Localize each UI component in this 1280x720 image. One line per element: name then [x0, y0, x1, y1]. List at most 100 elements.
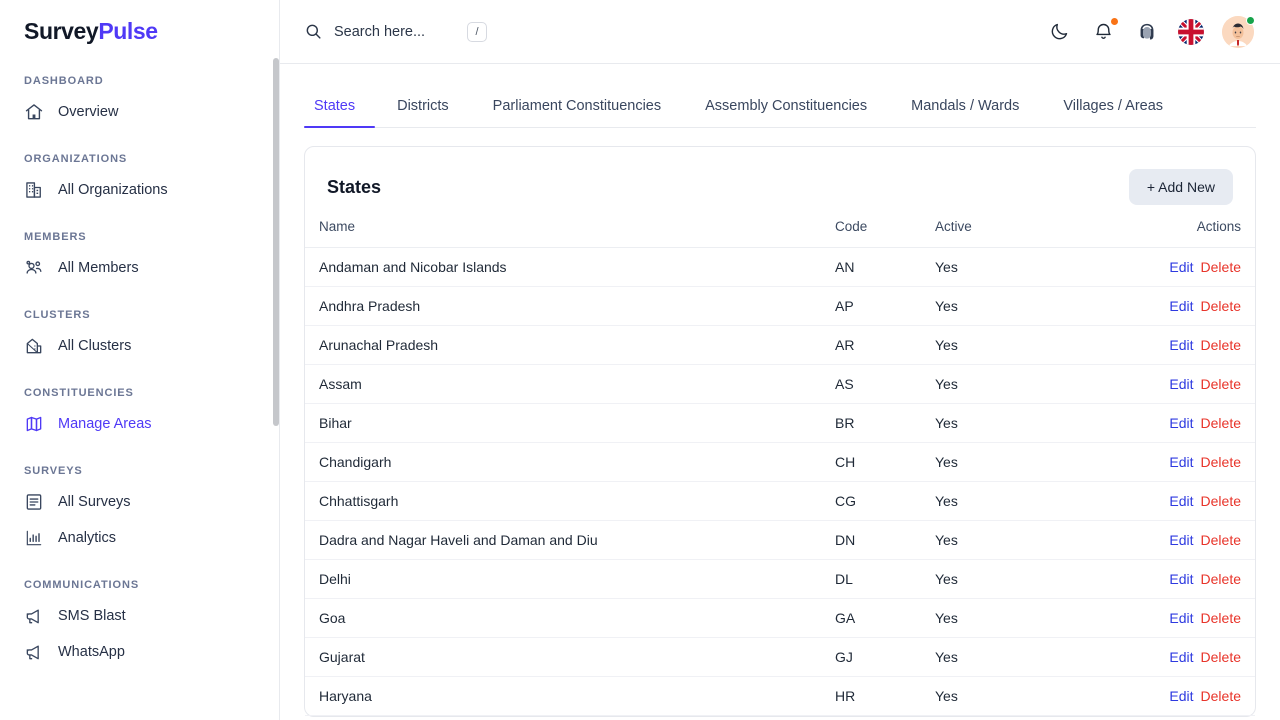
delete-link[interactable]: Delete: [1200, 493, 1241, 509]
table-row: Gujarat GJ Yes Edit Delete: [305, 637, 1255, 677]
cell-actions: Edit Delete: [1055, 637, 1255, 677]
sidebar-item-analytics[interactable]: Analytics: [0, 520, 279, 556]
delete-link[interactable]: Delete: [1200, 298, 1241, 314]
sidebar-item-all-organizations[interactable]: All Organizations: [0, 172, 279, 208]
tab-parliament-constituencies[interactable]: Parliament Constituencies: [471, 98, 683, 127]
cell-code: GJ: [835, 637, 935, 677]
sidebar-item-all-surveys[interactable]: All Surveys: [0, 484, 279, 520]
map-icon: [24, 414, 44, 434]
table-row: Chhattisgarh CG Yes Edit Delete: [305, 481, 1255, 521]
user-avatar[interactable]: [1222, 15, 1255, 48]
cell-code: AS: [835, 364, 935, 404]
edit-link[interactable]: Edit: [1169, 688, 1194, 704]
tab-assembly-constituencies[interactable]: Assembly Constituencies: [683, 98, 889, 127]
table-header: Name Code Active Actions: [305, 219, 1255, 248]
delete-link[interactable]: Delete: [1200, 649, 1241, 665]
cell-code: DN: [835, 520, 935, 560]
sidebar-item-label: SMS Blast: [58, 608, 126, 624]
sidebar-nav: DASHBOARD Overview ORGANIZATIONS All Org…: [0, 46, 279, 670]
edit-link[interactable]: Edit: [1169, 298, 1194, 314]
area-tabs: States Districts Parliament Constituenci…: [304, 64, 1256, 128]
survey-list-icon: [24, 492, 44, 512]
delete-link[interactable]: Delete: [1200, 376, 1241, 392]
cell-active: Yes: [935, 325, 1055, 365]
delete-link[interactable]: Delete: [1200, 415, 1241, 431]
cell-actions: Edit Delete: [1055, 286, 1255, 326]
delete-link[interactable]: Delete: [1200, 571, 1241, 587]
cell-name: Bihar: [305, 403, 835, 443]
cell-code: AP: [835, 286, 935, 326]
sidebar-item-sms-blast[interactable]: SMS Blast: [0, 598, 279, 634]
sidebar-item-label: Manage Areas: [58, 416, 152, 432]
sidebar-item-label: All Surveys: [58, 494, 131, 510]
edit-link[interactable]: Edit: [1169, 415, 1194, 431]
edit-link[interactable]: Edit: [1169, 532, 1194, 548]
table-row: Haryana HR Yes Edit Delete: [305, 676, 1255, 716]
tab-states[interactable]: States: [304, 98, 376, 128]
cell-actions: Edit Delete: [1055, 598, 1255, 638]
delete-link[interactable]: Delete: [1200, 259, 1241, 275]
states-card: States + Add New Name Code Active Action…: [304, 146, 1256, 717]
language-flag-uk-icon[interactable]: [1178, 18, 1204, 45]
card-header: States + Add New: [305, 147, 1255, 219]
column-header-actions: Actions: [1055, 219, 1255, 248]
edit-link[interactable]: Edit: [1169, 649, 1194, 665]
sidebar-section-surveys: SURVEYS: [24, 465, 83, 477]
delete-link[interactable]: Delete: [1200, 688, 1241, 704]
sidebar-item-whatsapp[interactable]: WhatsApp: [0, 634, 279, 670]
tab-label: Districts: [397, 98, 449, 114]
top-bar: /: [280, 0, 1280, 64]
cell-code: GA: [835, 598, 935, 638]
tab-districts[interactable]: Districts: [375, 98, 471, 127]
cell-actions: Edit Delete: [1055, 676, 1255, 716]
sidebar-item-all-clusters[interactable]: All Clusters: [0, 328, 279, 364]
sidebar-item-all-members[interactable]: All Members: [0, 250, 279, 286]
cell-name: Gujarat: [305, 637, 835, 677]
edit-link[interactable]: Edit: [1169, 610, 1194, 626]
notifications-bell-icon[interactable]: [1090, 16, 1119, 45]
sidebar-section-organizations: ORGANIZATIONS: [24, 153, 128, 165]
cell-active: Yes: [935, 559, 1055, 599]
search-input[interactable]: [334, 23, 454, 40]
cell-code: AN: [835, 247, 935, 287]
cell-name: Andhra Pradesh: [305, 286, 835, 326]
edit-link[interactable]: Edit: [1169, 376, 1194, 392]
tab-villages-areas[interactable]: Villages / Areas: [1041, 98, 1185, 127]
support-headset-icon[interactable]: [1134, 19, 1160, 45]
cell-actions: Edit Delete: [1055, 364, 1255, 404]
table-row: Andhra Pradesh AP Yes Edit Delete: [305, 286, 1255, 326]
sidebar-section-constituencies: CONSTITUENCIES: [24, 387, 134, 399]
edit-link[interactable]: Edit: [1169, 571, 1194, 587]
search-shortcut-key: /: [467, 21, 487, 42]
cell-code: HR: [835, 676, 935, 716]
table-row: Assam AS Yes Edit Delete: [305, 364, 1255, 404]
table-body: Andaman and Nicobar Islands AN Yes Edit Dele…: [305, 247, 1255, 716]
global-search[interactable]: /: [304, 21, 1046, 42]
sidebar-scrollbar[interactable]: [273, 58, 279, 426]
delete-link[interactable]: Delete: [1200, 610, 1241, 626]
delete-link[interactable]: Delete: [1200, 532, 1241, 548]
dark-mode-moon-icon[interactable]: [1046, 19, 1072, 45]
tab-label: Assembly Constituencies: [705, 98, 868, 114]
cell-name: Assam: [305, 364, 835, 404]
sidebar-item-label: WhatsApp: [58, 644, 125, 660]
edit-link[interactable]: Edit: [1169, 454, 1194, 470]
add-new-button[interactable]: + Add New: [1128, 169, 1233, 205]
cell-actions: Edit Delete: [1055, 481, 1255, 521]
cell-name: Chandigarh: [305, 442, 835, 482]
cell-name: Chhattisgarh: [305, 481, 835, 521]
app-logo[interactable]: SurveyPulse: [0, 0, 279, 46]
edit-link[interactable]: Edit: [1169, 259, 1194, 275]
column-header-name: Name: [305, 219, 835, 248]
table-row: Goa GA Yes Edit Delete: [305, 598, 1255, 638]
delete-link[interactable]: Delete: [1200, 454, 1241, 470]
sidebar-item-overview[interactable]: Overview: [0, 94, 279, 130]
sidebar-item-label: All Organizations: [58, 182, 168, 198]
tab-mandals-wards[interactable]: Mandals / Wards: [889, 98, 1041, 127]
cell-name: Delhi: [305, 559, 835, 599]
sidebar-item-manage-areas[interactable]: Manage Areas: [0, 406, 279, 442]
edit-link[interactable]: Edit: [1169, 337, 1194, 353]
edit-link[interactable]: Edit: [1169, 493, 1194, 509]
delete-link[interactable]: Delete: [1200, 337, 1241, 353]
top-bar-actions: [1046, 15, 1255, 48]
